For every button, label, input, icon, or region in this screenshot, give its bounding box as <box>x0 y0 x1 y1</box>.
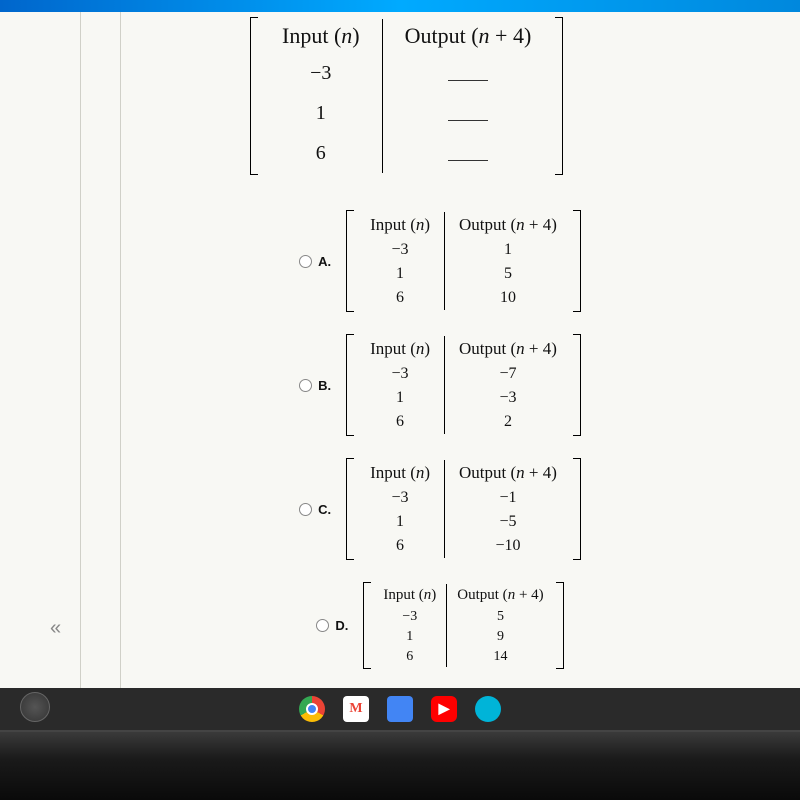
output-cell: −1 <box>445 486 571 510</box>
output-header: Output (n + 4) <box>445 212 571 238</box>
page-margin-line <box>80 12 81 730</box>
output-cell: 14 <box>447 647 554 667</box>
gmail-icon[interactable]: M <box>343 696 369 722</box>
output-header: Output (n + 4) <box>445 336 571 362</box>
input-cell: 6 <box>356 534 444 558</box>
option-label: C. <box>318 502 334 517</box>
option-label: A. <box>318 254 334 269</box>
radio-icon[interactable] <box>299 255 312 268</box>
input-header: Input (n) <box>356 212 444 238</box>
input-cell: 6 <box>260 133 382 173</box>
output-cell: 5 <box>445 262 571 286</box>
app-icon[interactable] <box>475 696 501 722</box>
screen-area: Input (n) Output (n + 4) −3 1 6 A. Input… <box>0 12 800 730</box>
input-cell: 6 <box>356 410 444 434</box>
option-label: D. <box>335 618 351 633</box>
collapse-chevron-icon[interactable]: « <box>50 617 61 640</box>
taskbar: M ▶ <box>0 688 800 730</box>
output-cell: −5 <box>445 510 571 534</box>
matrix-bracket-table: Input (n) Output (n + 4) −3 1 6 <box>250 17 563 175</box>
input-cell: 6 <box>373 647 446 667</box>
input-header: Input (n) <box>373 584 446 607</box>
input-cell: 6 <box>356 286 444 310</box>
input-cell: 1 <box>260 93 382 133</box>
output-header: Output (n + 4) <box>447 584 554 607</box>
option-table: Input (n)Output (n + 4) −35 19 614 <box>363 582 563 669</box>
option-table: Input (n)Output (n + 4) −31 15 610 <box>346 210 581 312</box>
question-table: Input (n) Output (n + 4) −3 1 6 <box>250 17 630 180</box>
radio-icon[interactable] <box>316 619 329 632</box>
output-cell: −3 <box>445 386 571 410</box>
laptop-bezel <box>0 730 800 800</box>
input-cell: −3 <box>373 607 446 627</box>
question-content: Input (n) Output (n + 4) −3 1 6 A. Input… <box>140 12 740 673</box>
option-a[interactable]: A. Input (n)Output (n + 4) −31 15 610 <box>140 210 740 312</box>
input-cell: 1 <box>356 510 444 534</box>
browser-chrome-bar <box>0 0 800 12</box>
input-header: Input (n) <box>356 336 444 362</box>
option-table: Input (n)Output (n + 4) −3−1 1−5 6−10 <box>346 458 581 560</box>
output-cell: −10 <box>445 534 571 558</box>
launcher-icon[interactable] <box>20 692 50 722</box>
radio-icon[interactable] <box>299 379 312 392</box>
radio-icon[interactable] <box>299 503 312 516</box>
input-cell: −3 <box>356 486 444 510</box>
option-b[interactable]: B. Input (n)Output (n + 4) −3−7 1−3 62 <box>140 334 740 436</box>
option-c[interactable]: C. Input (n)Output (n + 4) −3−1 1−5 6−10 <box>140 458 740 560</box>
output-header: Output (n + 4) <box>382 19 553 53</box>
output-cell: 2 <box>445 410 571 434</box>
output-cell: −7 <box>445 362 571 386</box>
option-table: Input (n)Output (n + 4) −3−7 1−3 62 <box>346 334 581 436</box>
input-cell: 1 <box>356 386 444 410</box>
output-blank <box>382 133 553 173</box>
input-cell: −3 <box>356 238 444 262</box>
output-blank <box>382 93 553 133</box>
docs-icon[interactable] <box>387 696 413 722</box>
option-label: B. <box>318 378 334 393</box>
youtube-icon[interactable]: ▶ <box>431 696 457 722</box>
chrome-icon[interactable] <box>299 696 325 722</box>
output-cell: 1 <box>445 238 571 262</box>
input-cell: 1 <box>356 262 444 286</box>
page-margin-line <box>120 12 121 730</box>
output-blank <box>382 53 553 93</box>
input-header: Input (n) <box>260 19 382 53</box>
output-cell: 9 <box>447 627 554 647</box>
input-cell: −3 <box>260 53 382 93</box>
output-header: Output (n + 4) <box>445 460 571 486</box>
output-cell: 5 <box>447 607 554 627</box>
input-cell: −3 <box>356 362 444 386</box>
option-d[interactable]: D. Input (n)Output (n + 4) −35 19 614 <box>140 582 740 669</box>
input-header: Input (n) <box>356 460 444 486</box>
input-cell: 1 <box>373 627 446 647</box>
output-cell: 10 <box>445 286 571 310</box>
